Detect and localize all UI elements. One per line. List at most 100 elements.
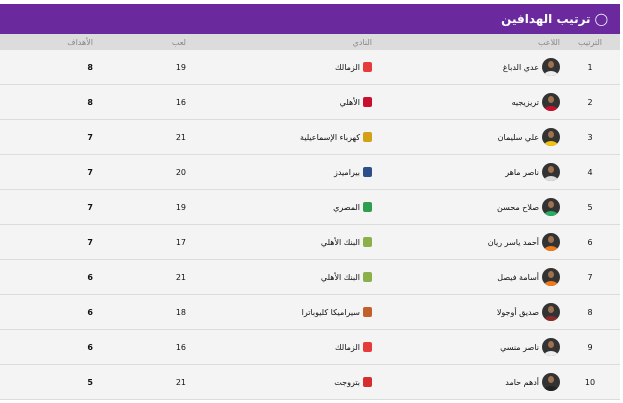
player-cell[interactable]: أدهم حامد xyxy=(372,373,560,391)
player-cell[interactable]: صديق أوجولا xyxy=(372,303,560,321)
club-name: بيراميدز xyxy=(333,167,360,177)
rank: 4 xyxy=(587,167,593,177)
rank: 6 xyxy=(587,237,593,247)
club-name: الزمالك xyxy=(335,342,360,352)
goals: 7 xyxy=(87,167,93,177)
club-cell[interactable]: البنك الأهلي xyxy=(192,272,372,282)
club-logo-icon xyxy=(363,167,372,177)
col-club: النادي xyxy=(352,37,372,47)
played: 21 xyxy=(175,272,186,282)
club-logo-icon xyxy=(363,377,372,387)
table-row[interactable]: 6 أحمد ياسر ريان البنك الأهلي 17 7 xyxy=(0,225,620,260)
player-name: عدي الدباغ xyxy=(502,62,539,72)
club-logo-icon xyxy=(363,202,372,212)
club-name: بتروجت xyxy=(334,377,360,387)
col-player: اللاعب xyxy=(537,37,560,47)
player-avatar xyxy=(542,128,560,146)
played: 17 xyxy=(175,237,186,247)
played: 18 xyxy=(175,307,186,317)
table-row[interactable]: 4 ناصر ماهر بيراميدز 20 7 xyxy=(0,155,620,190)
col-rank: الترتيب xyxy=(578,37,602,47)
rank: 8 xyxy=(587,307,593,317)
club-cell[interactable]: الزمالك xyxy=(192,62,372,72)
player-avatar xyxy=(542,93,560,111)
rank: 2 xyxy=(587,97,593,107)
player-cell[interactable]: أسامة فيصل xyxy=(372,268,560,286)
club-logo-icon xyxy=(363,307,372,317)
player-name: أحمد ياسر ريان xyxy=(487,237,539,247)
player-cell[interactable]: أحمد ياسر ريان xyxy=(372,233,560,251)
club-cell[interactable]: كهرباء الإسماعيلية xyxy=(192,132,372,142)
table-row[interactable]: 7 أسامة فيصل البنك الأهلي 21 6 xyxy=(0,260,620,295)
club-cell[interactable]: بتروجت xyxy=(192,377,372,387)
player-avatar xyxy=(542,198,560,216)
club-logo-icon xyxy=(363,237,372,247)
club-cell[interactable]: المصري xyxy=(192,202,372,212)
club-logo-icon xyxy=(363,272,372,282)
player-name: أدهم حامد xyxy=(505,377,539,387)
rank: 7 xyxy=(587,272,593,282)
table-row[interactable]: 3 علي سليمان كهرباء الإسماعيلية 21 7 xyxy=(0,120,620,155)
goals: 6 xyxy=(87,272,93,282)
club-logo-icon xyxy=(363,132,372,142)
player-avatar xyxy=(542,268,560,286)
player-cell[interactable]: ناصر ماهر xyxy=(372,163,560,181)
player-name: علي سليمان xyxy=(497,132,539,142)
club-name: كهرباء الإسماعيلية xyxy=(300,132,360,142)
player-cell[interactable]: عدي الدباغ xyxy=(372,58,560,76)
club-cell[interactable]: سيراميكا كليوباترا xyxy=(192,307,372,317)
table-row[interactable]: 5 صلاح محسن المصري 19 7 xyxy=(0,190,620,225)
player-avatar xyxy=(542,373,560,391)
player-name: أسامة فيصل xyxy=(497,272,539,282)
played: 21 xyxy=(175,132,186,142)
widget-title: ترتيب الهدافين xyxy=(501,12,591,26)
player-cell[interactable]: تريزيجيه xyxy=(372,93,560,111)
rank: 1 xyxy=(587,62,593,72)
club-cell[interactable]: الزمالك xyxy=(192,342,372,352)
table-row[interactable]: 2 تريزيجيه الأهلي 16 8 xyxy=(0,85,620,120)
player-name: تريزيجيه xyxy=(511,97,539,107)
played: 16 xyxy=(175,97,186,107)
club-cell[interactable]: الأهلي xyxy=(192,97,372,107)
table-row[interactable]: 10 أدهم حامد بتروجت 21 5 xyxy=(0,365,620,400)
rank: 5 xyxy=(587,202,593,212)
club-logo-icon xyxy=(363,97,372,107)
club-cell[interactable]: بيراميدز xyxy=(192,167,372,177)
player-cell[interactable]: صلاح محسن xyxy=(372,198,560,216)
col-played: لعب xyxy=(171,37,186,47)
club-name: البنك الأهلي xyxy=(320,237,360,247)
club-name: المصري xyxy=(333,202,360,212)
widget-header: ◯ ترتيب الهدافين xyxy=(0,4,620,34)
award-icon: ◯ xyxy=(594,12,608,26)
table-row[interactable]: 9 ناصر منسي الزمالك 16 6 xyxy=(0,330,620,365)
table-row[interactable]: 8 صديق أوجولا سيراميكا كليوباترا 18 6 xyxy=(0,295,620,330)
player-avatar xyxy=(542,338,560,356)
played: 16 xyxy=(175,342,186,352)
table-header: الترتيب اللاعب النادي لعب الأهداف xyxy=(0,34,620,50)
goals: 7 xyxy=(87,237,93,247)
player-name: ناصر ماهر xyxy=(505,167,539,177)
club-name: سيراميكا كليوباترا xyxy=(301,307,360,317)
club-cell[interactable]: البنك الأهلي xyxy=(192,237,372,247)
goals: 7 xyxy=(87,132,93,142)
club-logo-icon xyxy=(363,62,372,72)
table-row[interactable]: 1 عدي الدباغ الزمالك 19 8 xyxy=(0,50,620,85)
goals: 8 xyxy=(87,97,93,107)
player-name: صديق أوجولا xyxy=(496,307,539,317)
player-cell[interactable]: ناصر منسي xyxy=(372,338,560,356)
club-name: الأهلي xyxy=(339,97,360,107)
player-avatar xyxy=(542,163,560,181)
rank: 10 xyxy=(584,377,596,387)
player-avatar xyxy=(542,58,560,76)
scorers-widget: ◯ ترتيب الهدافين الترتيب اللاعب النادي ل… xyxy=(0,4,620,400)
goals: 6 xyxy=(87,342,93,352)
club-logo-icon xyxy=(363,342,372,352)
rank: 3 xyxy=(587,132,593,142)
played: 19 xyxy=(175,202,186,212)
player-cell[interactable]: علي سليمان xyxy=(372,128,560,146)
played: 21 xyxy=(175,377,186,387)
rank: 9 xyxy=(587,342,593,352)
goals: 5 xyxy=(87,377,93,387)
club-name: الزمالك xyxy=(335,62,360,72)
club-name: البنك الأهلي xyxy=(320,272,360,282)
